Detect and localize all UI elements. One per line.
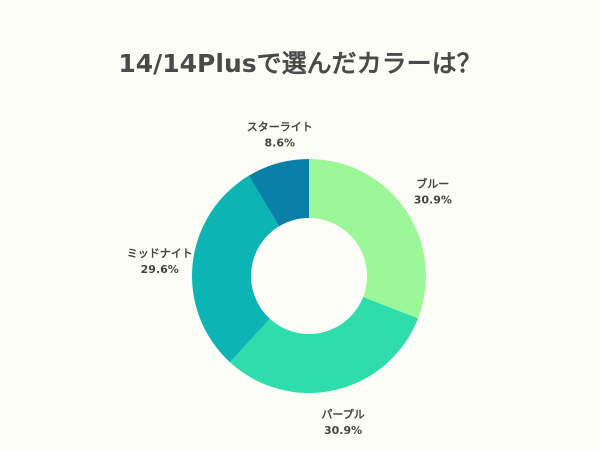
slice-2 [192, 175, 280, 363]
slice-label: パープル [321, 407, 364, 421]
slice-3 [248, 159, 309, 227]
slice-label: ブルー [416, 176, 449, 190]
slice-value-label: 30.9% [324, 424, 362, 437]
slice-value-label: 29.6% [141, 263, 179, 276]
slice-value-label: 8.6% [265, 136, 296, 149]
slice-0 [309, 159, 427, 319]
slice-value-label: 30.9% [414, 193, 452, 206]
chart-title: 14/14Plusで選んだカラーは？ [118, 49, 482, 78]
slice-label: スターライト [247, 120, 313, 133]
slice-label: ミッドナイト [127, 247, 193, 260]
slice-1 [229, 297, 419, 393]
